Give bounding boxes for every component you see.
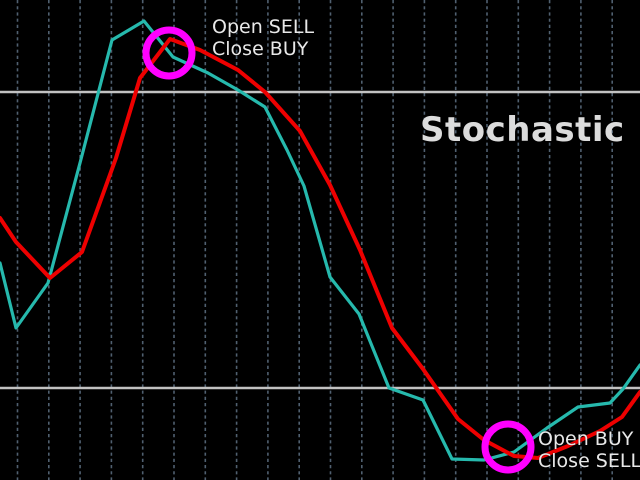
crossover-circle-marker — [481, 420, 535, 474]
annotation-line: Open BUY — [538, 428, 634, 450]
series-stochastic-signal-line — [0, 37, 640, 460]
annotation-open-buy: Open BUY Close SELL — [538, 428, 640, 472]
series-stochastic-main-line — [0, 19, 640, 462]
indicator-title: Stochastic — [420, 110, 625, 150]
crossover-circle-marker — [142, 26, 196, 80]
annotation-line: Close BUY — [212, 38, 309, 60]
annotation-open-sell: Open SELL Close BUY — [212, 16, 314, 60]
annotation-line: Open SELL — [212, 16, 315, 38]
annotation-line: Close SELL — [538, 450, 640, 472]
